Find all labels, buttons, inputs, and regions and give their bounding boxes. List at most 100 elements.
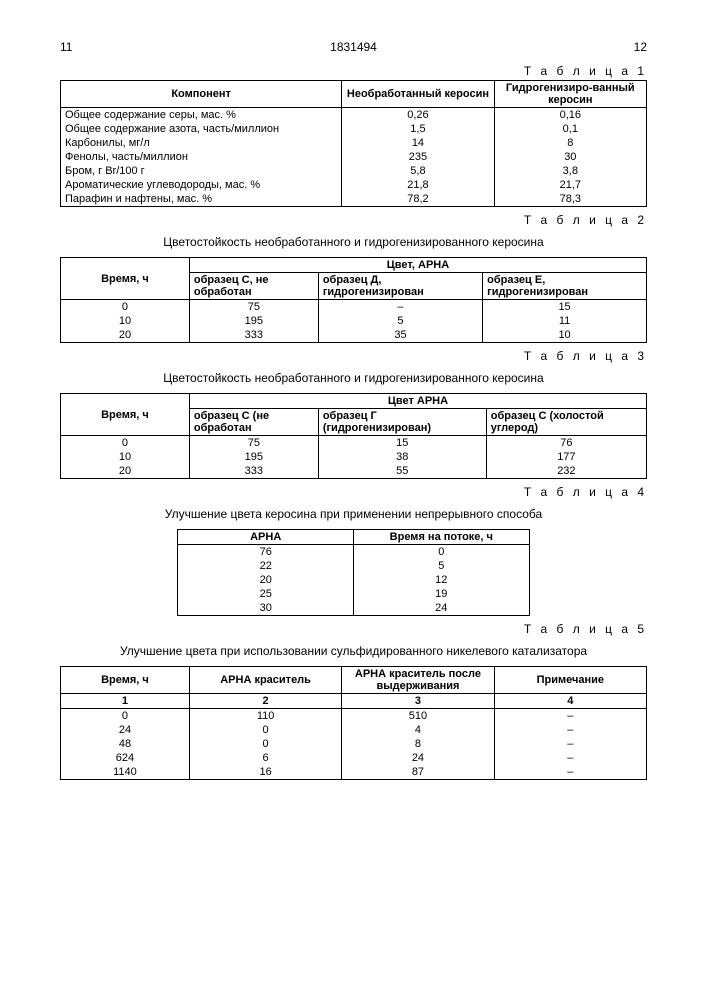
t2-gh: Цвет, АРНА [189, 258, 646, 273]
t5-cell: – [494, 765, 646, 780]
t1-cell: Карбонилы, мг/л [61, 136, 342, 150]
t3-sh2: образец С (холостой углерод) [486, 409, 646, 436]
t5-cell: 0 [61, 709, 190, 724]
t1-cell: 78,2 [342, 192, 494, 207]
t3-h0: Время, ч [61, 394, 190, 436]
t5-cell: 6 [189, 751, 341, 765]
t1-cell: 3,8 [494, 164, 646, 178]
t4-cell: 0 [354, 545, 530, 560]
t5-cell: 624 [61, 751, 190, 765]
t5-cell: 510 [342, 709, 494, 724]
page-num-right: 12 [451, 40, 647, 54]
table2-caption: Цветостойкость необработанного и гидроге… [60, 235, 647, 249]
table-2: Время, ч Цвет, АРНА образец С, не обрабо… [60, 257, 647, 343]
t1-cell: Общее содержание серы, мас. % [61, 108, 342, 123]
t4-cell: 12 [354, 573, 530, 587]
t2-h0: Время, ч [61, 258, 190, 300]
t4-h0: АРНА [178, 530, 354, 545]
t1-cell: 14 [342, 136, 494, 150]
t5-h0: Время, ч [61, 667, 190, 694]
t5-cell: 48 [61, 737, 190, 751]
t1-cell: Ароматические углеводороды, мас. % [61, 178, 342, 192]
t3-cell: 333 [189, 464, 318, 479]
table5-label: Т а б л и ц а 5 [60, 622, 647, 636]
table-1: Компонент Необработанный керосин Гидроге… [60, 80, 647, 207]
t1-h1: Необработанный керосин [342, 81, 494, 108]
t1-cell: Фенолы, часть/миллион [61, 150, 342, 164]
t1-cell: 0,26 [342, 108, 494, 123]
t3-sh1: образец Г (гидрогенизирован) [318, 409, 486, 436]
t5-cell: – [494, 723, 646, 737]
t1-cell: 0,1 [494, 122, 646, 136]
t3-cell: 38 [318, 450, 486, 464]
t5-h3: Примечание [494, 667, 646, 694]
table1-label: Т а б л и ц а 1 [60, 64, 647, 78]
t2-sh0: образец С, не обработан [189, 273, 318, 300]
t2-sh1: образец Д, гидрогенизирован [318, 273, 482, 300]
t1-cell: Общее содержание азота, часть/миллион [61, 122, 342, 136]
t3-cell: 0 [61, 436, 190, 451]
t3-cell: 76 [486, 436, 646, 451]
t5-cell: – [494, 751, 646, 765]
t4-cell: 25 [178, 587, 354, 601]
t2-cell: 20 [61, 328, 190, 343]
page-num-left: 11 [60, 40, 256, 54]
t5-h2: АРНА краситель после выдерживания [342, 667, 494, 694]
t1-h2: Гидрогенизиро-ванный керосин [494, 81, 646, 108]
table-4: АРНА Время на потоке, ч 760 225 2012 251… [177, 529, 529, 616]
t3-cell: 195 [189, 450, 318, 464]
t2-cell: 195 [189, 314, 318, 328]
t3-sh0: образец С (не обработан [189, 409, 318, 436]
t5-cell: – [494, 737, 646, 751]
t2-cell: – [318, 300, 482, 315]
t3-cell: 232 [486, 464, 646, 479]
table3-label: Т а б л и ц а 3 [60, 349, 647, 363]
t3-cell: 75 [189, 436, 318, 451]
t5-nr1: 2 [189, 694, 341, 709]
table4-label: Т а б л и ц а 4 [60, 485, 647, 499]
t5-cell: 24 [61, 723, 190, 737]
t4-cell: 20 [178, 573, 354, 587]
t4-cell: 76 [178, 545, 354, 560]
t5-cell: 4 [342, 723, 494, 737]
t3-cell: 177 [486, 450, 646, 464]
t2-cell: 35 [318, 328, 482, 343]
t5-nr0: 1 [61, 694, 190, 709]
t2-cell: 11 [483, 314, 647, 328]
t2-cell: 0 [61, 300, 190, 315]
t1-cell: 21,8 [342, 178, 494, 192]
t3-gh: Цвет АРНА [189, 394, 646, 409]
t5-cell: 1140 [61, 765, 190, 780]
table3-caption: Цветостойкость необработанного и гидроге… [60, 371, 647, 385]
t5-cell: 8 [342, 737, 494, 751]
t4-cell: 19 [354, 587, 530, 601]
t2-cell: 10 [483, 328, 647, 343]
t2-cell: 10 [61, 314, 190, 328]
t5-nr3: 4 [494, 694, 646, 709]
doc-number: 1831494 [256, 40, 452, 54]
t2-sh2: образец Е, гидрогенизирован [483, 273, 647, 300]
table-5: Время, ч АРНА краситель АРНА краситель п… [60, 666, 647, 780]
t2-cell: 75 [189, 300, 318, 315]
t4-cell: 30 [178, 601, 354, 616]
t4-cell: 5 [354, 559, 530, 573]
t5-cell: 24 [342, 751, 494, 765]
t1-cell: 21,7 [494, 178, 646, 192]
t2-cell: 333 [189, 328, 318, 343]
t3-cell: 55 [318, 464, 486, 479]
t3-cell: 15 [318, 436, 486, 451]
table4-caption: Улучшение цвета керосина при применении … [60, 507, 647, 521]
table5-caption: Улучшение цвета при использовании сульфи… [60, 644, 647, 658]
t5-cell: 87 [342, 765, 494, 780]
t1-cell: 1,5 [342, 122, 494, 136]
t1-cell: Бром, г Br/100 г [61, 164, 342, 178]
t5-cell: 16 [189, 765, 341, 780]
t2-cell: 5 [318, 314, 482, 328]
t1-cell: Парафин и нафтены, мас. % [61, 192, 342, 207]
t5-cell: – [494, 709, 646, 724]
t5-cell: 110 [189, 709, 341, 724]
t5-h1: АРНА краситель [189, 667, 341, 694]
t1-cell: 5,8 [342, 164, 494, 178]
t4-h1: Время на потоке, ч [354, 530, 530, 545]
t4-cell: 22 [178, 559, 354, 573]
